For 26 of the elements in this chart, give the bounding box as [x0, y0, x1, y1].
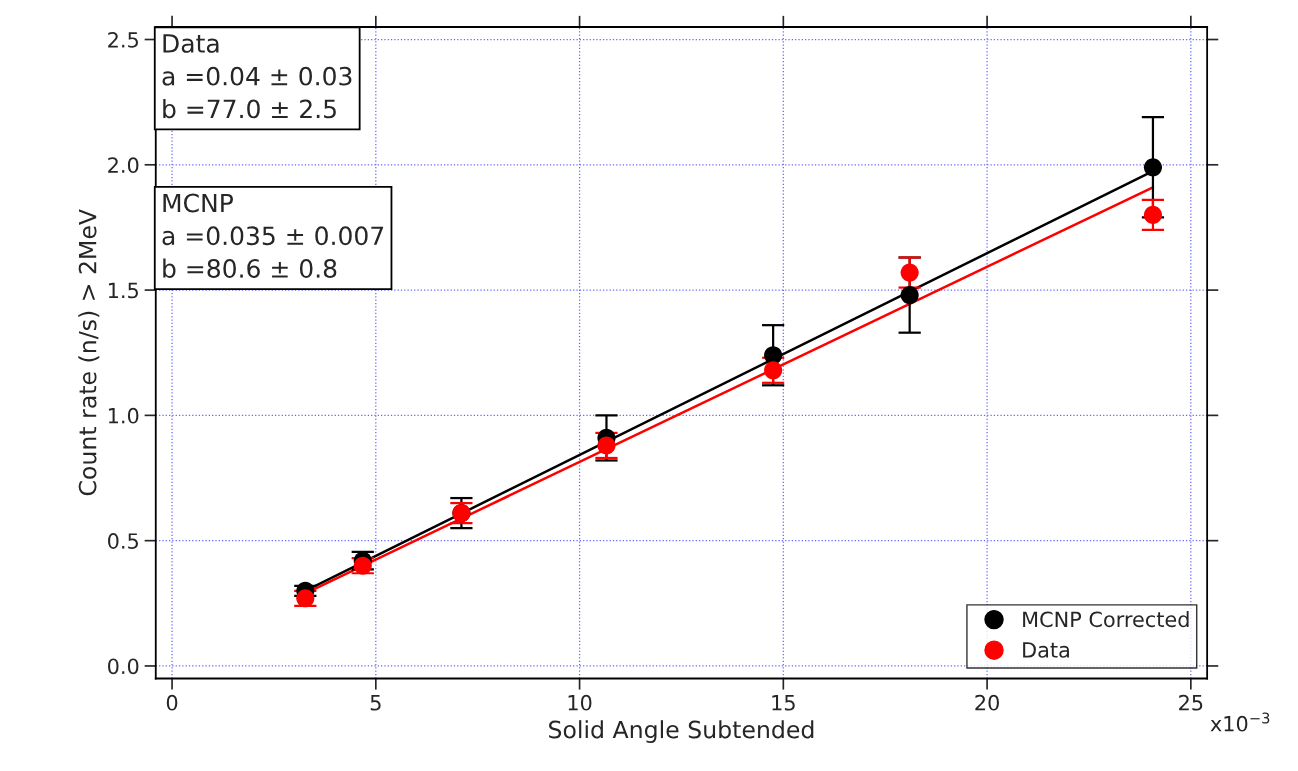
y-tick-label: 0.0	[108, 658, 139, 675]
y-tick-label: 1.5	[108, 282, 138, 299]
x-tick-label: 15	[772, 695, 795, 711]
point	[900, 286, 919, 305]
x-tick-label: 5	[370, 695, 381, 711]
x-tick-label: 10	[568, 694, 592, 711]
point	[900, 263, 919, 282]
y-tick-label: 0.5	[108, 533, 138, 549]
legend-label: MCNP Corrected	[1023, 611, 1189, 628]
y-tick-label: 2.0	[108, 157, 139, 174]
x-axis-title: Solid Angle Subtended	[549, 720, 814, 744]
point	[764, 346, 783, 365]
x-tick-label: 25	[1179, 694, 1203, 711]
x-tick-label: 20	[975, 694, 999, 711]
y-tick-label: 2.5	[108, 31, 138, 48]
y-tick-label: 1.0	[108, 407, 139, 424]
y-axis-title: Count rate (n/s) > 2MeV	[78, 209, 100, 496]
point	[1143, 205, 1162, 224]
x-tick-label: 0	[166, 694, 178, 711]
point	[597, 436, 616, 455]
annotation: Data a =0.04 ± 0.03 b =77.0 ± 2.5	[162, 34, 352, 119]
point	[1143, 158, 1162, 177]
legend-label: Data	[1023, 642, 1069, 658]
text: x10$^{−3}$	[1210, 712, 1270, 732]
point	[764, 361, 783, 380]
annotation: MCNP a =0.035 ± 0.007 b =80.6 ± 0.8	[162, 193, 384, 278]
